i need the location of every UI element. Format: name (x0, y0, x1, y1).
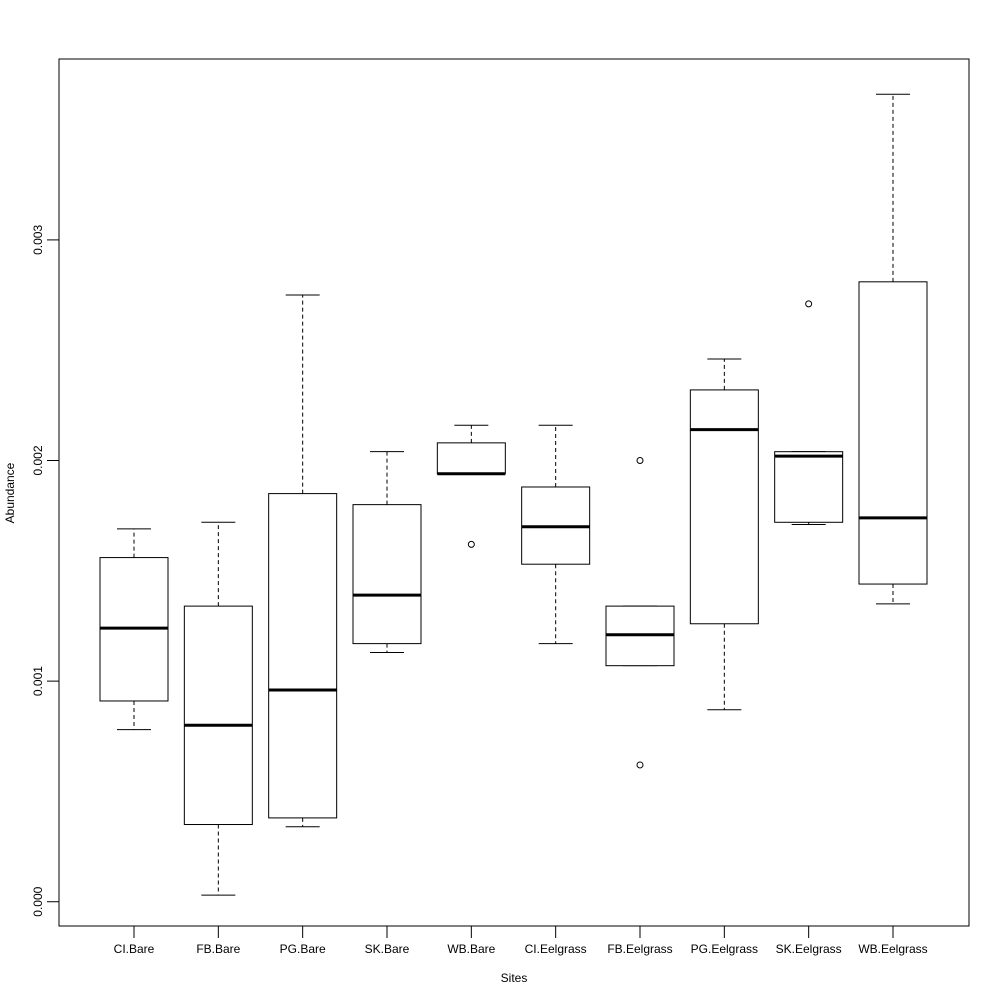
outlier-point (636, 761, 644, 769)
box-PG.Bare (268, 294, 338, 828)
x-tick-label: WB.Eelgrass (858, 942, 927, 956)
iqr-box (689, 389, 759, 625)
box-PG.Eelgrass (689, 358, 759, 711)
box-CI.Bare (99, 528, 169, 731)
iqr-box (268, 493, 338, 819)
box-WB.Eelgrass (858, 93, 928, 605)
x-axis-label: Sites (501, 971, 528, 985)
iqr-box (774, 451, 844, 523)
box-CI.Eelgrass (521, 424, 591, 645)
box-SK.Eelgrass (774, 300, 844, 525)
boxes-layer (99, 93, 928, 896)
box-FB.Eelgrass (605, 457, 675, 769)
x-tick-label: FB.Bare (196, 942, 240, 956)
x-tick-label: WB.Bare (447, 942, 495, 956)
y-tick-label: 0.002 (31, 445, 45, 475)
x-tick-label: PG.Bare (280, 942, 326, 956)
iqr-box (858, 281, 928, 585)
y-tick-label: 0.000 (31, 886, 45, 916)
y-axis: 0.000 0.001 0.002 0.003 (31, 225, 60, 917)
iqr-box (352, 504, 422, 645)
outlier-point (636, 457, 644, 465)
box-SK.Bare (352, 451, 422, 653)
x-tick-label: SK.Eelgrass (776, 942, 842, 956)
y-tick-label: 0.001 (31, 666, 45, 696)
x-tick-label: CI.Eelgrass (525, 942, 587, 956)
x-tick-label: PG.Eelgrass (691, 942, 758, 956)
x-tick-label: CI.Bare (114, 942, 155, 956)
outlier-point (805, 300, 813, 308)
y-tick-label: 0.003 (31, 225, 45, 255)
x-tick-label: SK.Bare (365, 942, 410, 956)
box-FB.Bare (183, 521, 253, 896)
iqr-box (436, 442, 506, 475)
x-tick-label: FB.Eelgrass (607, 942, 672, 956)
x-axis: CI.Bare FB.Bare PG.Bare SK.Bare WB.Bare CI.Ee… (114, 925, 928, 956)
iqr-box (183, 605, 253, 826)
y-axis-label: Abundance (3, 462, 17, 523)
outlier-point (467, 540, 475, 548)
box-WB.Bare (436, 424, 506, 548)
